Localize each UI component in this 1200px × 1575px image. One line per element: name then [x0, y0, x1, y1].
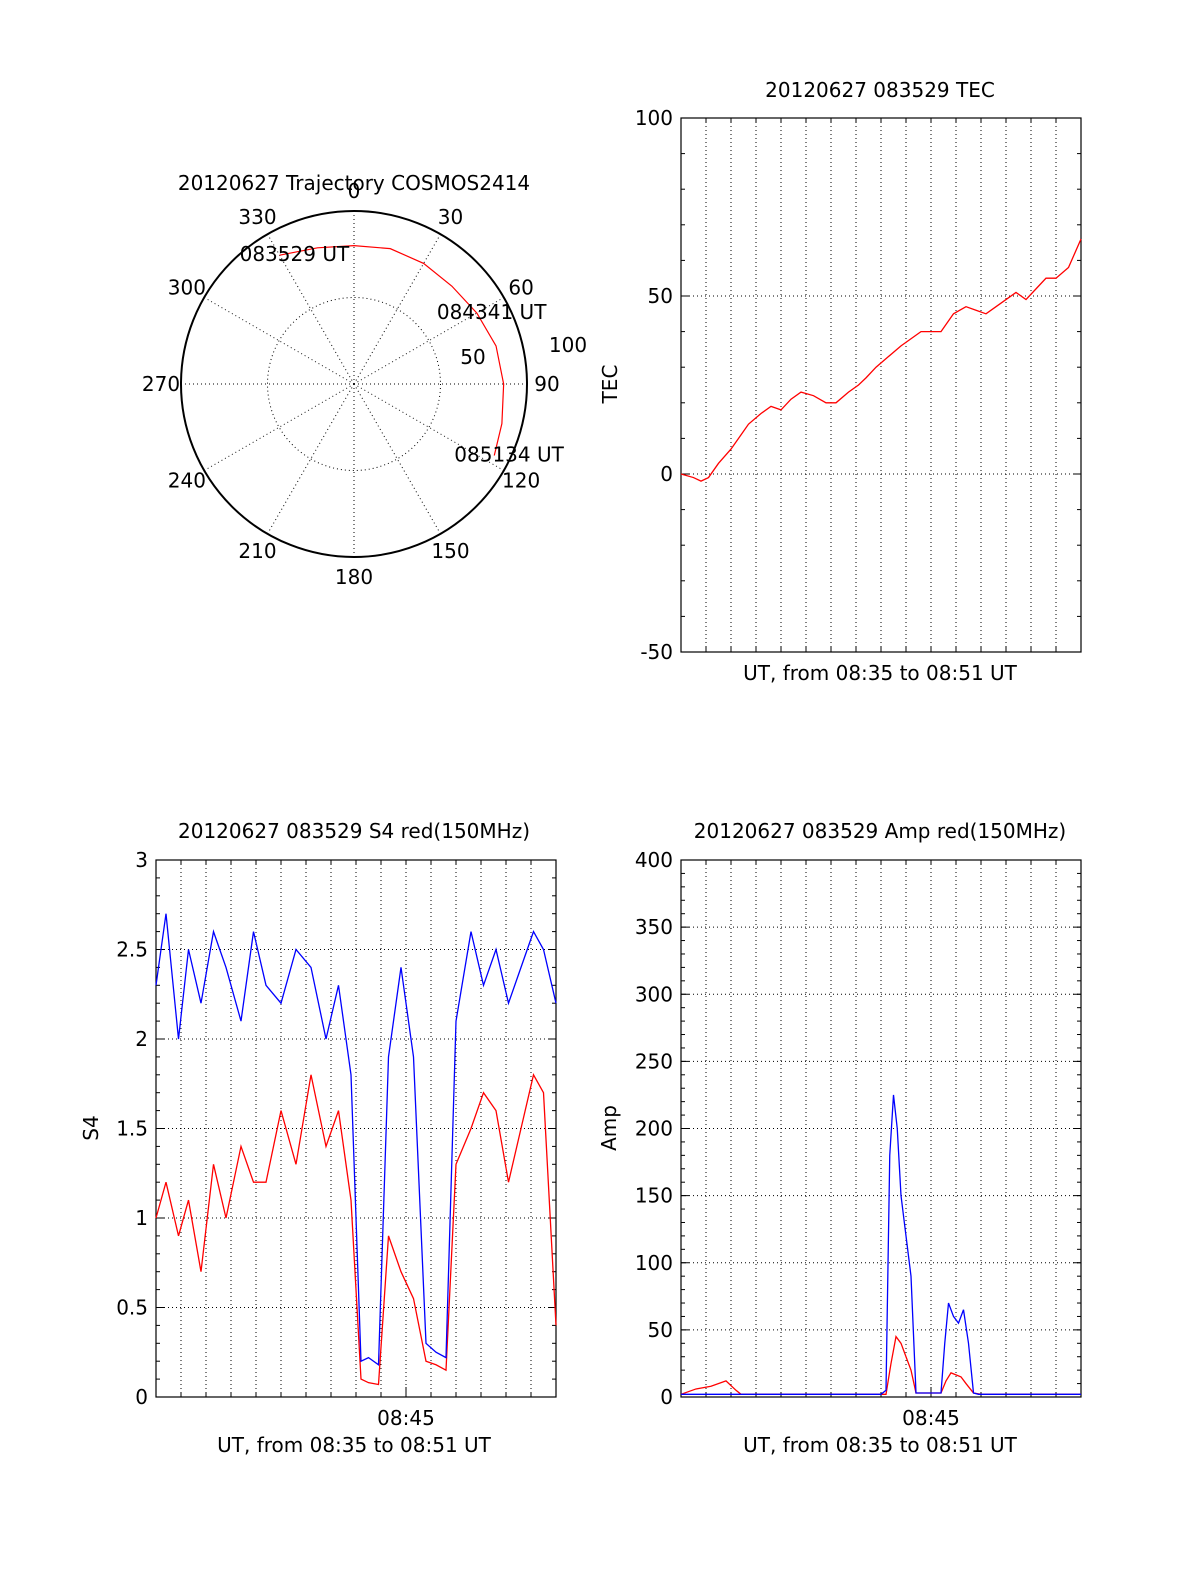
polar-angle-label: 60	[508, 276, 533, 300]
polar-trajectory-panel: 20120627 Trajectory COSMOS2414 0 30 60 90 12…	[142, 171, 587, 589]
tec-axes: -50 0 50 100	[635, 106, 1082, 664]
polar-spoke	[353, 297, 505, 385]
trajectory-annotation: 084341 UT	[437, 300, 547, 324]
polar-ring-50	[267, 297, 441, 471]
tec-title: 20120627 083529 TEC	[765, 78, 995, 102]
y-tick-label: 0	[660, 1385, 673, 1409]
amp-ylabel: Amp	[597, 1105, 621, 1151]
y-tick-label: 2	[135, 1027, 148, 1051]
s4-series	[155, 913, 557, 1386]
polar-angle-label: 330	[238, 205, 276, 229]
polar-spoke	[353, 383, 441, 535]
amp-title: 20120627 083529 Amp red(150MHz)	[694, 819, 1066, 843]
polar-title: 20120627 Trajectory COSMOS2414	[178, 171, 530, 195]
plot-frame	[155, 859, 557, 1398]
polar-annotations: 083529 UT 084341 UT 085134 UT	[240, 242, 565, 466]
amp-axes: 0 50 100 150 200 250 300 350 400 08:45	[635, 848, 1082, 1430]
polar-spoke	[353, 383, 505, 471]
polar-angle-label: 30	[438, 205, 463, 229]
plot-frame	[680, 859, 1082, 1398]
polar-radius-label: 100	[549, 333, 587, 357]
y-tick-label: 300	[635, 982, 673, 1006]
y-tick-label: 150	[635, 1184, 673, 1208]
polar-radius-label: 50	[460, 345, 485, 369]
y-tick-label: 50	[648, 284, 673, 308]
s4-axes: 0 0.5 1 1.5 2 2.5 3 08:45	[116, 848, 557, 1430]
polar-trajectory-series	[279, 244, 505, 456]
series-line	[680, 238, 1082, 482]
polar-angle-label: 180	[335, 565, 373, 589]
series-line	[681, 1094, 1081, 1395]
s4-panel: 20120627 083529 S4 red(150MHz) UT, from …	[79, 819, 557, 1457]
polar-angle-label: 300	[168, 276, 206, 300]
x-tick-label: 08:45	[377, 1406, 435, 1430]
y-tick-label: 1.5	[116, 1117, 148, 1141]
y-tick-label: 350	[635, 915, 673, 939]
polar-spoke	[267, 233, 355, 385]
series-line	[155, 913, 557, 1367]
polar-angle-labels: 0 30 60 90 120 150 180 210 240 270 300 330	[142, 179, 560, 589]
amp-xlabel: UT, from 08:35 to 08:51 UT	[743, 1433, 1018, 1457]
y-tick-label: -50	[640, 640, 673, 664]
polar-radius-labels: 50 100	[460, 333, 587, 369]
y-tick-label: 1	[135, 1206, 148, 1230]
s4-xlabel: UT, from 08:35 to 08:51 UT	[217, 1433, 492, 1457]
y-tick-label: 3	[135, 848, 148, 872]
y-tick-label: 0	[660, 462, 673, 486]
y-tick-label: 2.5	[116, 938, 148, 962]
y-tick-label: 50	[648, 1318, 673, 1342]
y-tick-label: 250	[635, 1049, 673, 1073]
polar-spoke	[353, 233, 441, 385]
tec-series	[680, 238, 1082, 482]
amp-panel: 20120627 083529 Amp red(150MHz) UT, from…	[597, 819, 1082, 1457]
y-tick-label: 0	[135, 1385, 148, 1409]
amp-series	[680, 1094, 1081, 1395]
trajectory-annotation: 085134 UT	[454, 442, 564, 466]
series-line	[680, 1335, 1081, 1395]
polar-spoke	[267, 383, 355, 535]
polar-spoke	[203, 297, 355, 385]
polar-angle-label: 240	[168, 469, 206, 493]
plot-frame	[680, 117, 1082, 653]
polar-angle-label: 120	[502, 469, 540, 493]
polar-grid	[180, 210, 528, 558]
y-tick-label: 200	[635, 1117, 673, 1141]
polar-angle-label: 0	[348, 179, 361, 203]
polar-angle-label: 150	[431, 539, 469, 563]
s4-title: 20120627 083529 S4 red(150MHz)	[178, 819, 530, 843]
y-tick-label: 100	[635, 106, 673, 130]
tec-ylabel: TEC	[598, 365, 622, 405]
polar-spoke	[203, 383, 355, 471]
trajectory-line	[279, 244, 505, 456]
trajectory-annotation: 083529 UT	[240, 242, 350, 266]
polar-angle-label: 270	[142, 372, 180, 396]
x-tick-label: 08:45	[902, 1406, 960, 1430]
tec-xlabel: UT, from 08:35 to 08:51 UT	[743, 661, 1018, 685]
polar-angle-label: 90	[534, 372, 559, 396]
y-tick-label: 0.5	[116, 1296, 148, 1320]
y-tick-label: 400	[635, 848, 673, 872]
series-line	[155, 1073, 557, 1386]
polar-angle-label: 210	[238, 539, 276, 563]
tec-panel: 20120627 083529 TEC UT, from 08:35 to 08…	[598, 78, 1082, 685]
s4-ylabel: S4	[79, 1115, 103, 1140]
y-tick-label: 100	[635, 1251, 673, 1275]
